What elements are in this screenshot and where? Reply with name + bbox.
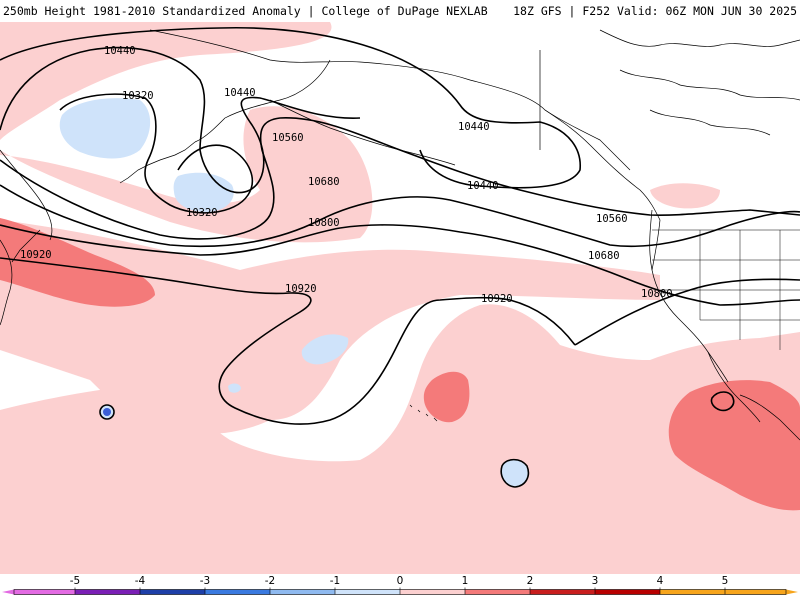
contour-label: 10920	[285, 283, 317, 295]
alaska-coastline	[149, 29, 631, 171]
contour-small-west	[99, 404, 115, 420]
contour-small-east	[710, 391, 735, 412]
colorbar-arrow-left	[2, 589, 14, 595]
contour-label: 10440	[104, 45, 136, 57]
negative-anomaly-south	[501, 459, 529, 487]
contour-10920-west	[0, 257, 576, 425]
colorbar-tick-label: -1	[330, 575, 340, 587]
colorbar-segment	[14, 589, 75, 595]
contour-label: 10560	[272, 132, 304, 144]
baja-peninsula	[707, 351, 800, 441]
colorbar-tick-label: 2	[527, 575, 534, 587]
contour-10560	[0, 117, 800, 240]
contour-label: 10560	[596, 213, 628, 225]
colorbar-segment	[660, 589, 725, 595]
aleutian-chain	[119, 141, 196, 184]
header: 250mb Height 1981-2010 Standardized Anom…	[0, 0, 800, 22]
contour-label: 10440	[467, 180, 499, 192]
canada-coastline	[599, 29, 800, 136]
positive-anomaly-west-core	[0, 218, 155, 307]
bc-coast	[544, 109, 661, 271]
colorbar-segment	[140, 589, 205, 595]
colorbar-segment	[595, 589, 660, 595]
positive-anomaly-central-core	[423, 371, 470, 423]
contour-10440-west	[0, 46, 361, 194]
contour-label: 10440	[458, 121, 490, 133]
colorbar-tick-label: -5	[70, 575, 80, 587]
colorbar-arrow-right	[786, 589, 798, 595]
positive-anomaly-east-core	[668, 380, 800, 511]
us-west-coast	[649, 209, 729, 383]
west-coastline	[0, 149, 53, 326]
contour-label: 10320	[122, 90, 154, 102]
negative-anomaly-strong-core	[103, 408, 111, 416]
positive-anomaly-northwest	[0, 106, 373, 243]
colorbar-segment	[530, 589, 595, 595]
colorbar-segment	[270, 589, 335, 595]
hawaii-islands	[409, 404, 438, 422]
anomaly-map: 10440 10320 10440 10320 10560 10680 1080…	[0, 22, 800, 574]
contour-labels: 10440 10320 10440 10320 10560 10680 1080…	[20, 45, 673, 305]
positive-anomaly-south	[0, 304, 800, 574]
contour-label: 10920	[20, 249, 52, 261]
negative-anomaly-central	[301, 334, 349, 365]
colorbar-segments	[2, 589, 798, 595]
contour-label: 10800	[308, 217, 340, 229]
contour-10920-south-loop	[574, 278, 800, 346]
contour-10800	[0, 224, 800, 306]
contour-label: 10680	[588, 250, 620, 262]
contour-label: 10440	[224, 87, 256, 99]
colorbar-tick-label: 4	[657, 575, 664, 587]
colorbar-tick-label: 1	[462, 575, 469, 587]
contour-label: 10920	[481, 293, 513, 305]
colorbar-segment	[75, 589, 140, 595]
negative-anomaly-north-1	[59, 98, 151, 159]
contour-10680	[0, 184, 800, 248]
colorbar-segment	[465, 589, 530, 595]
contour-10320-a	[59, 93, 254, 214]
colorbar-segment	[335, 589, 400, 595]
colorbar: -5 -4 -3 -2 -1 0 1 2 3 4 5	[2, 575, 798, 595]
negative-anomaly-north-2	[173, 172, 234, 213]
contour-10440-east	[0, 26, 581, 189]
state-borders	[652, 229, 800, 350]
colorbar-tick-label: -4	[135, 575, 146, 587]
map-title: 250mb Height 1981-2010 Standardized Anom…	[3, 4, 488, 18]
coastlines	[0, 29, 800, 441]
colorbar-segment	[205, 589, 270, 595]
height-contours	[0, 26, 800, 488]
contour-label: 10320	[186, 207, 218, 219]
anomaly-shading	[0, 22, 800, 574]
contour-label: 10680	[308, 176, 340, 188]
contour-label: 10800	[641, 288, 673, 300]
colorbar-tick-label: 3	[592, 575, 599, 587]
contour-small-south	[500, 458, 530, 488]
colorbar-tick-label: 0	[397, 575, 404, 587]
colorbar-ticks: -5 -4 -3 -2 -1 0 1 2 3 4 5	[70, 575, 729, 595]
negative-anomaly-dot	[228, 383, 241, 393]
colorbar-segment	[725, 589, 786, 595]
colorbar-tick-label: -2	[265, 575, 275, 587]
colorbar-segment	[400, 589, 465, 595]
positive-anomaly-west-band	[0, 220, 660, 435]
colorbar-tick-label: -3	[200, 575, 210, 587]
positive-anomaly-northeast	[650, 183, 720, 209]
model-valid-time: 18Z GFS | F252 Valid: 06Z MON JUN 30 202…	[513, 4, 797, 18]
colorbar-tick-label: 5	[722, 575, 729, 587]
